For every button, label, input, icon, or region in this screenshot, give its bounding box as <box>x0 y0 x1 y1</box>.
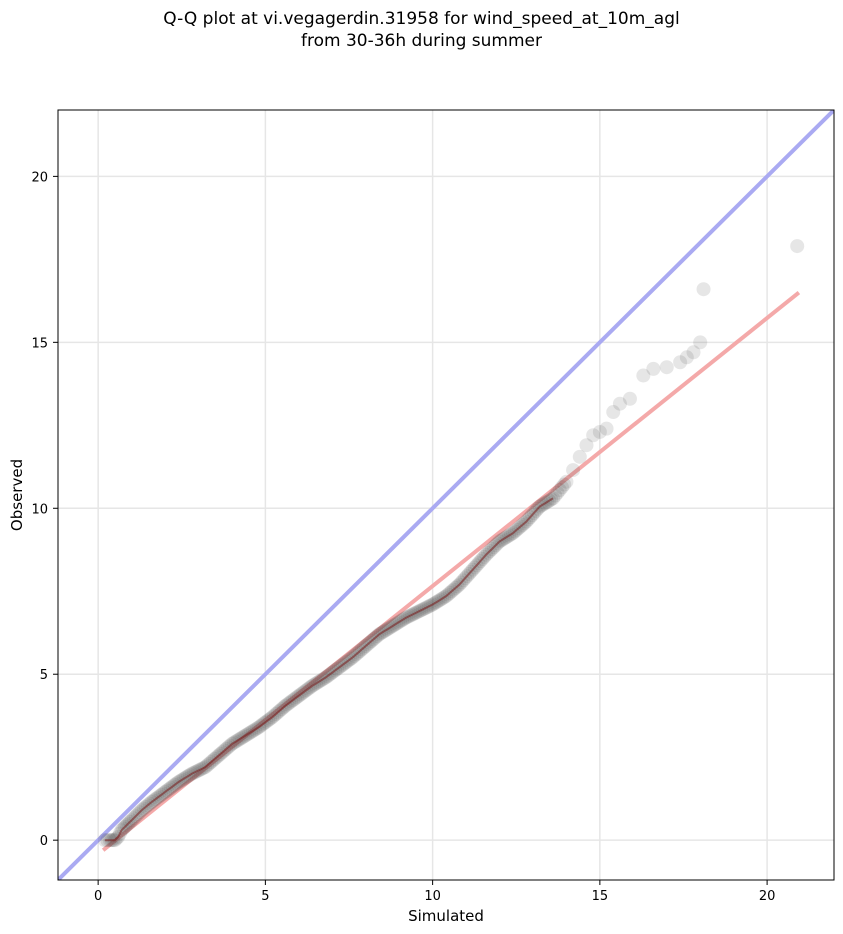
quantile-point <box>599 421 614 436</box>
reference-lines <box>58 110 834 880</box>
quantile-point <box>636 368 651 383</box>
quantile-point <box>606 405 621 420</box>
y-tick-label: 20 <box>31 170 48 185</box>
chart-title-line-1: Q-Q plot at vi.vegagerdin.31958 for wind… <box>163 9 680 29</box>
chart-title: Q-Q plot at vi.vegagerdin.31958 for wind… <box>0 8 843 52</box>
quantile-point <box>659 360 674 375</box>
x-tick-label: 20 <box>759 889 776 904</box>
quantile-point <box>557 477 572 492</box>
x-tick-label: 0 <box>94 889 102 904</box>
y-tick-label: 5 <box>40 668 48 683</box>
x-tick-label: 10 <box>424 889 441 904</box>
quantile-point <box>579 438 594 453</box>
y-tick-label: 0 <box>40 834 48 849</box>
quantile-point <box>673 355 688 370</box>
quantile-point <box>546 491 561 506</box>
quantile-point <box>612 396 627 411</box>
y-axis-label: Observed <box>8 459 26 531</box>
quantile-point <box>686 345 701 360</box>
quantile-points <box>97 239 805 848</box>
x-axis-label: Simulated <box>408 907 484 925</box>
quantile-point <box>790 239 805 254</box>
y-tick-label: 15 <box>31 336 48 351</box>
quantile-point <box>572 449 587 464</box>
quantile-point <box>566 463 581 478</box>
chart-title-line-2: from 30-36h during summer <box>301 31 542 51</box>
grid-lines <box>58 110 834 880</box>
quantile-point <box>693 335 708 350</box>
axis-ticks: 0 5 10 15 20 0 5 10 15 20 <box>31 170 775 904</box>
quantile-point <box>586 428 601 443</box>
quantile-point <box>622 391 637 406</box>
quantile-point <box>559 474 574 489</box>
quantile-point <box>679 350 694 365</box>
quantile-point <box>550 485 565 500</box>
y-tick-label: 10 <box>31 502 48 517</box>
plot-frame <box>57 109 835 881</box>
quantile-point <box>696 282 711 297</box>
quantile-point <box>552 483 567 498</box>
dense-quantile-trace <box>104 497 554 842</box>
x-tick-label: 15 <box>592 889 609 904</box>
quantile-point <box>592 424 607 439</box>
quantile-point <box>646 361 661 376</box>
identity-line <box>58 110 834 880</box>
x-tick-label: 5 <box>261 889 269 904</box>
quantile-point <box>554 480 569 495</box>
fit-line <box>101 290 801 852</box>
